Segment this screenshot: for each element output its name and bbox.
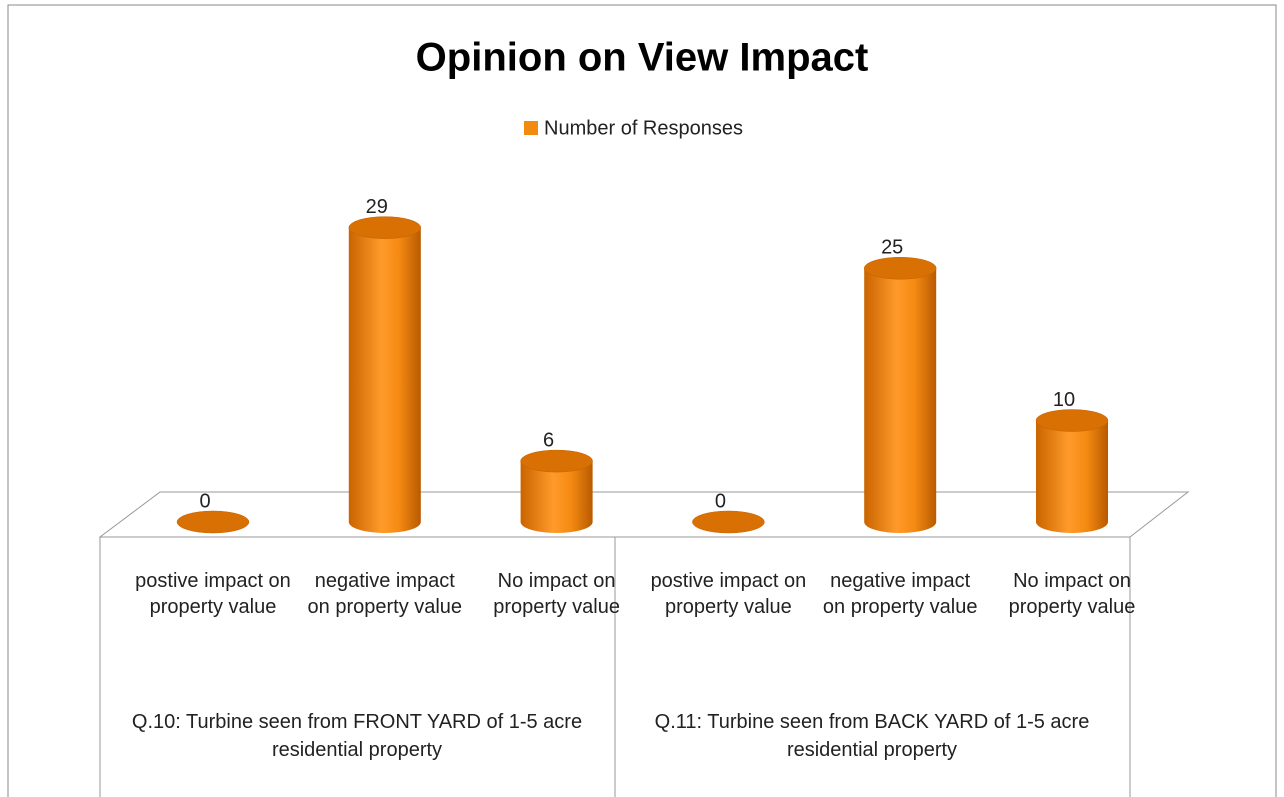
x-tick-label: negative impact on property value (307, 570, 463, 618)
bar (863, 257, 937, 533)
bar (692, 510, 765, 534)
bar-top (692, 510, 765, 534)
x-tick-label: postive impact on property value (650, 570, 807, 618)
x-tick-label: No impact on property value (493, 570, 620, 618)
data-label: 0 (715, 490, 726, 512)
bar-body (1036, 420, 1108, 533)
bar-top (176, 510, 250, 534)
data-label: 0 (199, 490, 210, 512)
data-label: 29 (366, 196, 388, 218)
bar-body (864, 268, 937, 533)
legend-label: Number of Responses (544, 117, 743, 139)
data-label: 10 (1053, 389, 1075, 411)
bar-top (520, 449, 593, 473)
bar (176, 510, 250, 534)
bar-top (348, 216, 422, 239)
bar-body (520, 461, 593, 533)
bar (348, 216, 422, 533)
data-label: 25 (881, 237, 903, 259)
bar (1035, 409, 1109, 533)
x-tick-label: No impact on property value (1008, 570, 1136, 618)
chart-frame (7, 4, 1277, 797)
bar-top (1035, 409, 1109, 432)
legend-swatch (524, 121, 538, 135)
group-label: Q.11: Turbine seen from BACK YARD of 1-5… (654, 711, 1090, 761)
x-tick-label: postive impact on property value (135, 570, 291, 618)
x-tick-label: negative impact on property value (822, 570, 978, 618)
bar-body (348, 227, 421, 533)
bar-top (863, 257, 937, 280)
bar (520, 449, 593, 533)
floor (98, 491, 1190, 538)
chart-title: Opinion on View Impact (416, 36, 869, 80)
data-label: 6 (543, 429, 554, 451)
group-label: Q.10: Turbine seen from FRONT YARD of 1-… (131, 711, 583, 761)
